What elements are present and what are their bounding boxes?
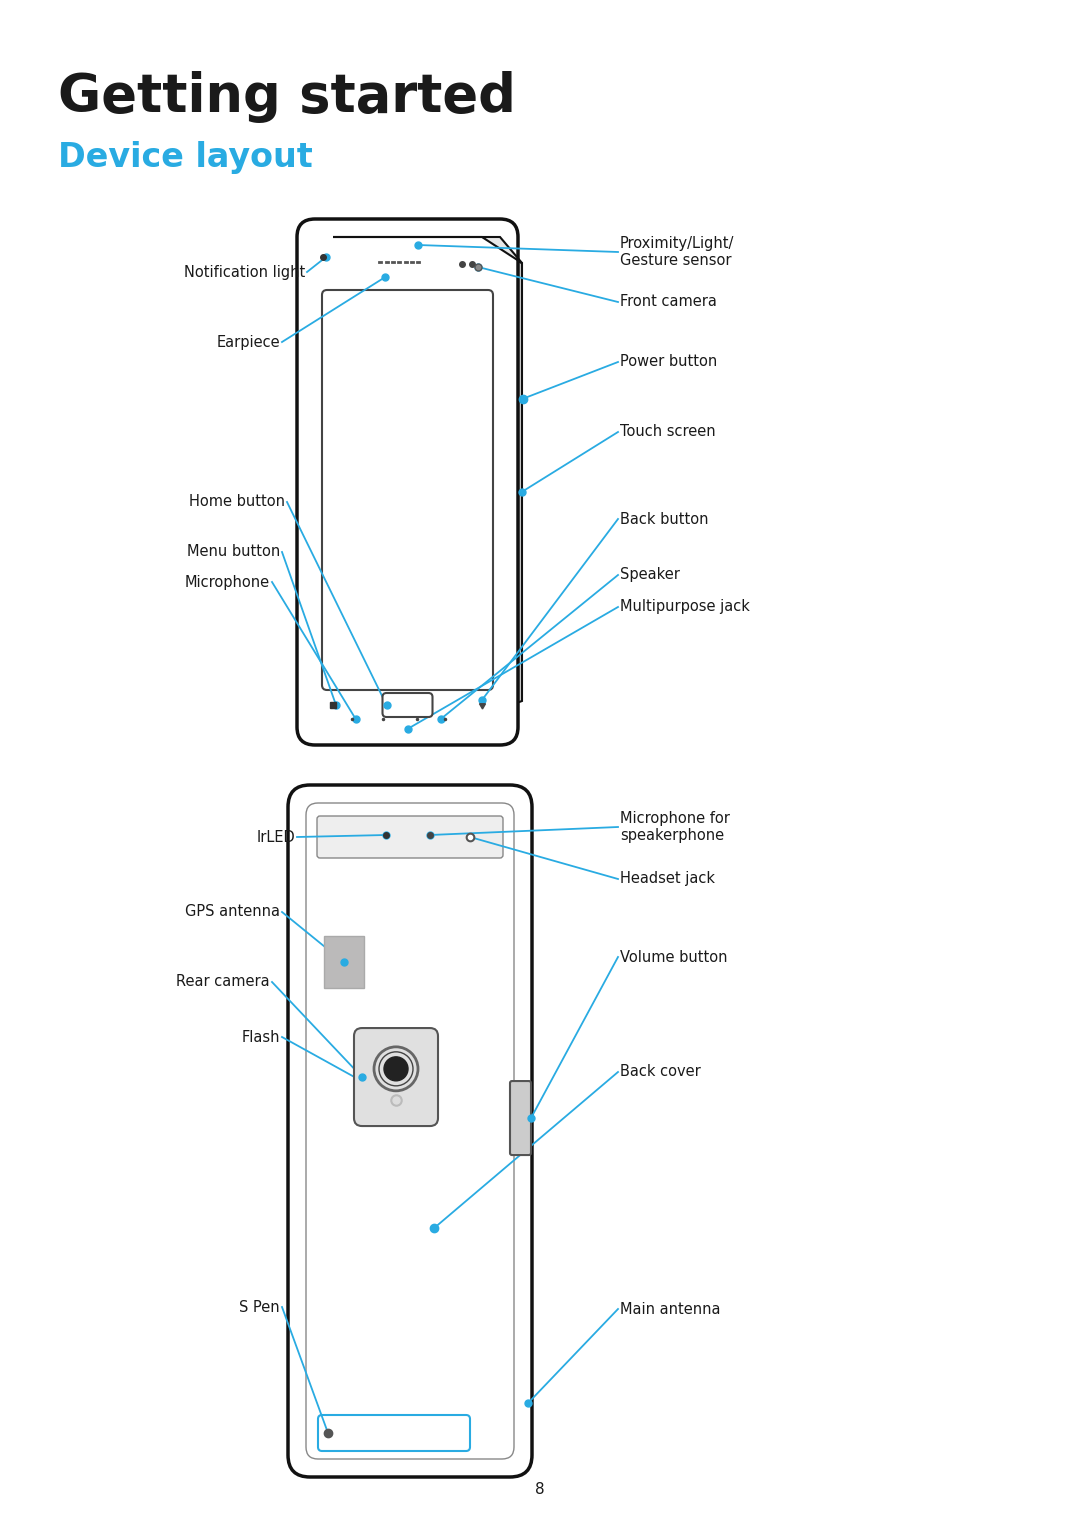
Text: Notification light: Notification light <box>184 264 305 279</box>
Text: Device layout: Device layout <box>58 140 313 174</box>
Circle shape <box>384 1057 408 1081</box>
Text: Menu button: Menu button <box>187 545 280 559</box>
FancyBboxPatch shape <box>354 1028 438 1125</box>
Polygon shape <box>333 237 522 263</box>
Text: Power button: Power button <box>620 354 717 370</box>
FancyBboxPatch shape <box>510 1081 531 1154</box>
Text: Microphone for
speakerphone: Microphone for speakerphone <box>620 811 730 843</box>
FancyBboxPatch shape <box>322 290 492 690</box>
FancyBboxPatch shape <box>382 693 432 718</box>
Text: Main antenna: Main antenna <box>620 1301 720 1316</box>
Text: Home button: Home button <box>189 495 285 510</box>
Text: S Pen: S Pen <box>240 1299 280 1315</box>
Text: Back button: Back button <box>620 512 708 527</box>
FancyBboxPatch shape <box>324 936 364 988</box>
Polygon shape <box>510 829 530 1432</box>
Text: Speaker: Speaker <box>620 568 680 582</box>
Text: Getting started: Getting started <box>58 70 516 124</box>
FancyBboxPatch shape <box>318 815 503 858</box>
Text: Back cover: Back cover <box>620 1064 701 1080</box>
Text: Proximity/Light/
Gesture sensor: Proximity/Light/ Gesture sensor <box>620 235 734 269</box>
Polygon shape <box>500 255 522 709</box>
Text: Headset jack: Headset jack <box>620 872 715 887</box>
Text: Microphone: Microphone <box>185 574 270 589</box>
Text: GPS antenna: GPS antenna <box>185 904 280 919</box>
Text: Touch screen: Touch screen <box>620 425 716 440</box>
Text: IrLED: IrLED <box>256 829 295 844</box>
FancyBboxPatch shape <box>318 1416 470 1451</box>
Text: Front camera: Front camera <box>620 295 717 310</box>
Text: Flash: Flash <box>242 1029 280 1044</box>
Text: Rear camera: Rear camera <box>176 974 270 989</box>
Text: Earpiece: Earpiece <box>216 334 280 350</box>
FancyBboxPatch shape <box>297 218 518 745</box>
Text: Multipurpose jack: Multipurpose jack <box>620 600 750 614</box>
FancyBboxPatch shape <box>288 785 532 1477</box>
Text: 8: 8 <box>536 1481 544 1496</box>
Text: Volume button: Volume button <box>620 950 728 965</box>
